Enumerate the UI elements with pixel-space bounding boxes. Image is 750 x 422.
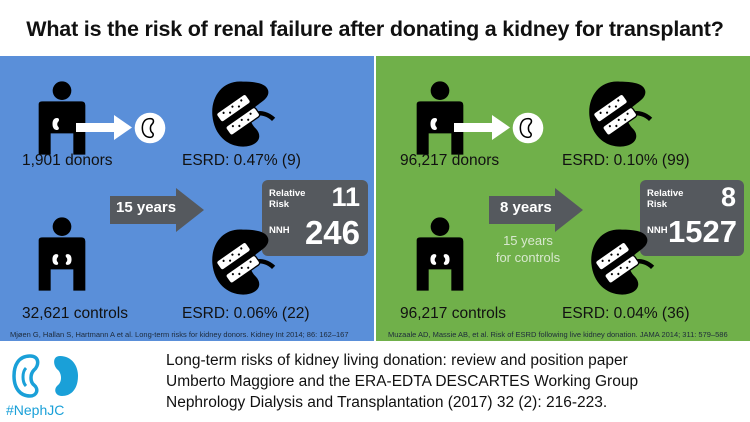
nephjc-logo-icon — [12, 354, 78, 398]
relative-risk-label: Relative Risk — [269, 188, 306, 210]
donors-esrd: ESRD: 0.10% (99) — [562, 152, 690, 169]
donors-label: 96,217 donors — [400, 152, 500, 169]
risk-box: Relative Risk 8 NNH 1527 — [640, 180, 744, 256]
right-arrow-icon — [76, 115, 132, 140]
risk-box: Relative Risk 11 NNH 246 — [262, 180, 368, 256]
followup-arrow — [110, 188, 204, 232]
controls-label: 32,621 controls — [22, 305, 128, 322]
nnh-value: 1527 — [668, 214, 737, 249]
nnh-label: NNH — [269, 225, 290, 236]
page-title: What is the risk of renal failure after … — [26, 17, 724, 41]
nnh-label: NNH — [647, 225, 668, 236]
left-citation: Mjøen G, Hallan S, Hartmann A et al. Lon… — [10, 330, 349, 339]
controls-followup-line1: 15 years — [503, 233, 553, 248]
reference-line2: Umberto Maggiore and the ERA-EDTA DESCAR… — [166, 373, 639, 390]
controls-followup-note: 15 years for controls — [480, 232, 576, 266]
bandaged-kidney-icon — [584, 78, 656, 150]
controls-label: 96,217 controls — [400, 305, 506, 322]
bandaged-kidney-icon — [207, 78, 279, 150]
followup-label: 15 years — [116, 199, 177, 216]
donors-esrd: ESRD: 0.47% (9) — [182, 152, 301, 169]
bandaged-kidney-icon — [207, 226, 279, 298]
hashtag: #NephJC — [6, 402, 65, 418]
kidney-icon — [511, 111, 545, 145]
controls-esrd: ESRD: 0.04% (36) — [562, 305, 690, 322]
kidney-icon — [133, 111, 167, 145]
bandaged-kidney-icon — [586, 226, 658, 298]
left-study-panel: 1,901 donors ESRD: 0.47% (9) 15 years Re… — [0, 56, 374, 341]
reference-block: Long-term risks of kidney living donatio… — [166, 350, 638, 413]
nnh-value: 246 — [304, 214, 360, 251]
reference-line1: Long-term risks of kidney living donatio… — [166, 352, 628, 369]
reference-line3: Nephrology Dialysis and Transplantation … — [166, 394, 608, 411]
relative-risk-value: 8 — [720, 182, 736, 212]
right-study-panel: 96,217 donors ESRD: 0.10% (99) 8 years 1… — [376, 56, 750, 341]
followup-arrow — [489, 188, 583, 232]
person-two-kidneys-icon — [416, 217, 464, 291]
followup-label: 8 years — [500, 199, 552, 216]
person-two-kidneys-icon — [38, 217, 86, 291]
controls-esrd: ESRD: 0.06% (22) — [182, 305, 310, 322]
controls-followup-line2: for controls — [495, 250, 561, 265]
donors-label: 1,901 donors — [22, 152, 113, 169]
right-citation: Muzaale AD, Massie AB, et al. Risk of ES… — [388, 330, 728, 339]
relative-risk-label: Relative Risk — [647, 188, 684, 210]
right-arrow-icon — [454, 115, 510, 140]
relative-risk-value: 11 — [331, 182, 360, 212]
